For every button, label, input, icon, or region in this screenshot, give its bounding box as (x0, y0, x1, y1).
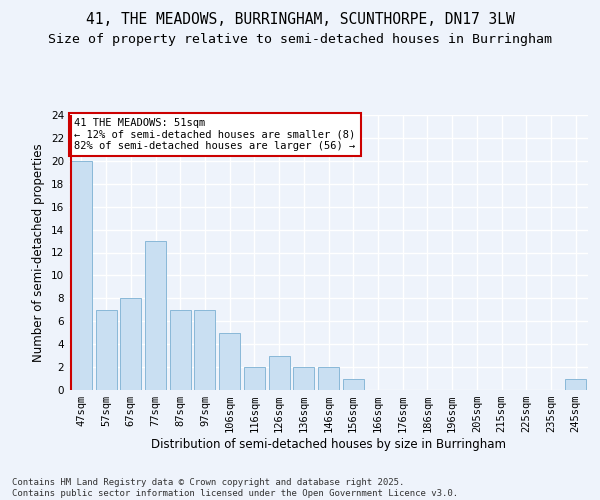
Bar (95, 310, 116, 390)
Bar (565, 378, 586, 390)
Bar (71, 161, 92, 390)
Bar (170, 310, 191, 390)
Text: Contains HM Land Registry data © Crown copyright and database right 2025.
Contai: Contains HM Land Registry data © Crown c… (12, 478, 458, 498)
Bar (293, 367, 314, 390)
Bar (244, 367, 265, 390)
Y-axis label: Number of semi-detached properties: Number of semi-detached properties (32, 143, 46, 362)
Bar (194, 310, 215, 390)
Text: Size of property relative to semi-detached houses in Burringham: Size of property relative to semi-detach… (48, 32, 552, 46)
Bar (343, 378, 364, 390)
Bar (318, 367, 339, 390)
Bar (145, 241, 166, 390)
Text: 41 THE MEADOWS: 51sqm
← 12% of semi-detached houses are smaller (8)
82% of semi-: 41 THE MEADOWS: 51sqm ← 12% of semi-deta… (74, 118, 355, 151)
Bar (269, 356, 290, 390)
Text: 41, THE MEADOWS, BURRINGHAM, SCUNTHORPE, DN17 3LW: 41, THE MEADOWS, BURRINGHAM, SCUNTHORPE,… (86, 12, 514, 28)
X-axis label: Distribution of semi-detached houses by size in Burringham: Distribution of semi-detached houses by … (151, 438, 506, 451)
Bar (219, 332, 240, 390)
Bar (120, 298, 141, 390)
